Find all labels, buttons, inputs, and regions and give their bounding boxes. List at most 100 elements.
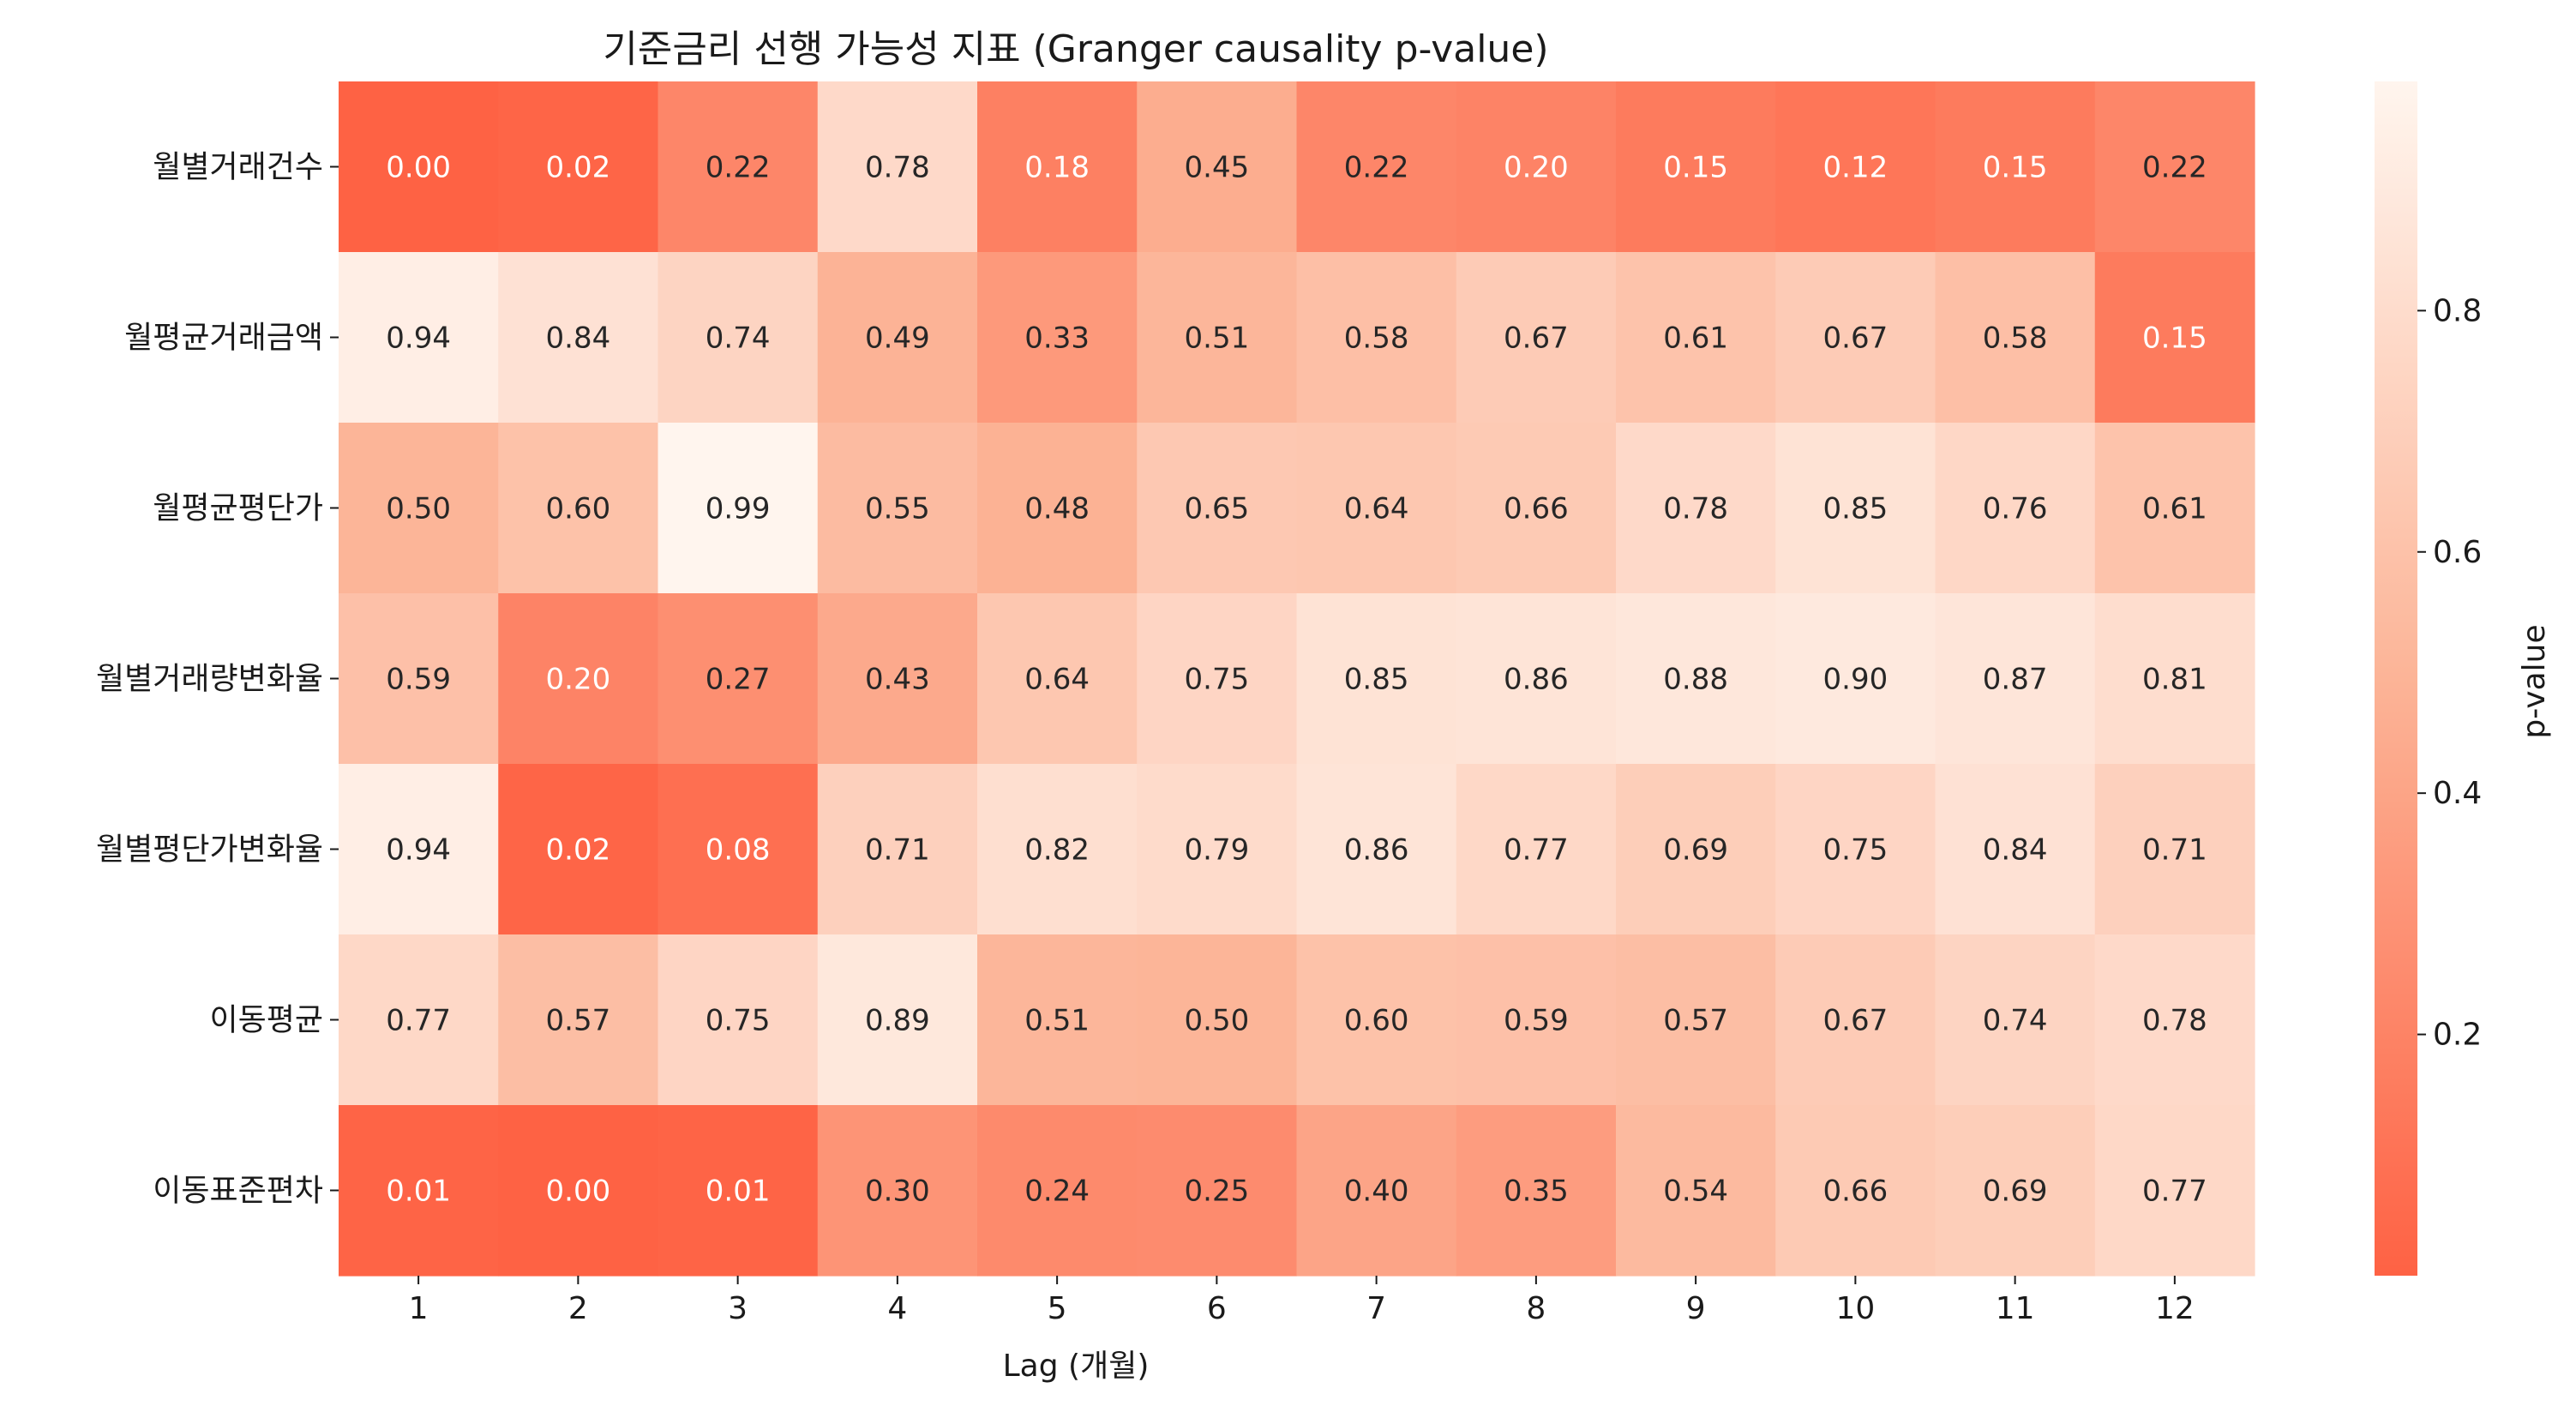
heatmap-cell-label-r4-c2: 0.08 — [706, 833, 771, 868]
heatmap-cell-r5-c10 — [1935, 934, 2096, 1106]
heatmap-cell-label-r3-c1: 0.20 — [546, 663, 611, 697]
heatmap-cell-label-r4-c3: 0.71 — [865, 833, 930, 868]
heatmap-cell-label-r5-c4: 0.51 — [1024, 1004, 1090, 1038]
heatmap-cell-label-r0-c2: 0.22 — [706, 151, 771, 185]
heatmap-cell-r6-c10 — [1935, 1105, 2096, 1277]
heatmap-cell-r3-c10 — [1935, 593, 2096, 765]
heatmap-cell-r3-c6 — [1296, 593, 1457, 765]
heatmap-cell-r5-c2 — [658, 934, 819, 1106]
heatmap-cell-label-r4-c6: 0.86 — [1344, 833, 1409, 868]
heatmap-cell-label-r1-c4: 0.33 — [1024, 321, 1090, 356]
heatmap-cell-r2-c8 — [1616, 423, 1776, 594]
x-tick-label-5: 5 — [1048, 1291, 1067, 1326]
heatmap-cell-label-r0-c3: 0.78 — [865, 151, 930, 185]
x-axis-ticks: 1 2 3 4 5 6 7 8 9 10 11 12 — [409, 1276, 2195, 1326]
heatmap-cell-label-r2-c7: 0.66 — [1504, 492, 1569, 526]
heatmap-cell-r5-c7 — [1456, 934, 1617, 1106]
heatmap-cell-label-r5-c3: 0.89 — [865, 1004, 930, 1038]
x-tick-label-8: 8 — [1526, 1291, 1546, 1326]
heatmap-cell-r2-c11 — [2094, 423, 2255, 594]
colorbar-gradient — [2375, 81, 2417, 1276]
heatmap-cell-r0-c1 — [498, 81, 659, 253]
chart-title: 기준금리 선행 가능성 지표 (Granger causality p-valu… — [603, 27, 1548, 71]
heatmap-cell-r5-c6 — [1296, 934, 1457, 1106]
heatmap-cell-r2-c9 — [1775, 423, 1937, 594]
heatmap-cell-r0-c9 — [1775, 81, 1937, 253]
y-tick-label-3: 월별거래량변화율 — [96, 662, 323, 697]
heatmap-cell-r4-c8 — [1616, 764, 1776, 935]
heatmap-cell-r1-c11 — [2094, 252, 2255, 424]
heatmap-cell-label-r4-c0: 0.94 — [386, 833, 451, 868]
heatmap-cell-label-r4-c8: 0.69 — [1663, 833, 1728, 868]
heatmap-cell-r6-c8 — [1616, 1105, 1776, 1277]
heatmap-cell-r1-c8 — [1616, 252, 1776, 424]
heatmap-cell-r3-c7 — [1456, 593, 1617, 765]
heatmap-cell-r4-c0 — [339, 764, 499, 935]
heatmap-cell-label-r2-c10: 0.76 — [1983, 492, 2048, 526]
heatmap-cell-label-r1-c10: 0.58 — [1983, 321, 2048, 356]
heatmap-cell-r1-c9 — [1775, 252, 1937, 424]
heatmap-cell-r4-c1 — [498, 764, 659, 935]
heatmap-cell-r1-c5 — [1137, 252, 1298, 424]
heatmap-cell-label-r4-c5: 0.79 — [1185, 833, 1250, 868]
heatmap-cell-label-r2-c4: 0.48 — [1024, 492, 1090, 526]
heatmap-cell-label-r6-c10: 0.69 — [1983, 1175, 2048, 1209]
colorbar-tick-label-0.8: 0.8 — [2433, 293, 2482, 328]
heatmap-cell-r4-c6 — [1296, 764, 1457, 935]
heatmap-cell-label-r0-c11: 0.22 — [2142, 151, 2207, 185]
heatmap-cell-label-r3-c4: 0.64 — [1024, 663, 1090, 697]
x-tick-label-12: 12 — [2155, 1291, 2195, 1326]
heatmap-cell-label-r1-c5: 0.51 — [1185, 321, 1250, 356]
heatmap-cell-r0-c11 — [2094, 81, 2255, 253]
heatmap-cell-label-r1-c3: 0.49 — [865, 321, 930, 356]
heatmap-cell-r4-c11 — [2094, 764, 2255, 935]
heatmap-cell-r2-c5 — [1137, 423, 1298, 594]
heatmap-cell-label-r3-c2: 0.27 — [706, 663, 771, 697]
y-tick-label-5: 이동평균 — [210, 1003, 323, 1038]
heatmap-cell-label-r4-c1: 0.02 — [546, 833, 611, 868]
heatmap-cell-label-r4-c10: 0.84 — [1983, 833, 2048, 868]
heatmap-cell-label-r1-c0: 0.94 — [386, 321, 451, 356]
heatmap-cell-label-r4-c9: 0.75 — [1823, 833, 1888, 868]
heatmap-cell-r2-c6 — [1296, 423, 1457, 594]
heatmap-cell-r0-c4 — [977, 81, 1138, 253]
heatmap-cell-label-r0-c0: 0.00 — [386, 151, 451, 185]
heatmap-cell-label-r6-c11: 0.77 — [2142, 1175, 2207, 1209]
heatmap-cell-label-r5-c0: 0.77 — [386, 1004, 451, 1038]
heatmap-cell-r0-c0 — [339, 81, 499, 253]
heatmap-cell-label-r3-c10: 0.87 — [1983, 663, 2048, 697]
colorbar-label: p-value — [2517, 624, 2552, 738]
heatmap-cell-label-r3-c11: 0.81 — [2142, 663, 2207, 697]
heatmap-cell-r4-c4 — [977, 764, 1138, 935]
heatmap-cell-label-r2-c1: 0.60 — [546, 492, 611, 526]
colorbar-tick-label-0.4: 0.4 — [2433, 776, 2482, 811]
heatmap-cell-r4-c2 — [658, 764, 819, 935]
heatmap-cell-r6-c0 — [339, 1105, 499, 1277]
heatmap-cell-label-r6-c4: 0.24 — [1024, 1175, 1090, 1209]
heatmap-cell-r5-c9 — [1775, 934, 1937, 1106]
heatmap-cell-r3-c1 — [498, 593, 659, 765]
heatmap-cell-r6-c6 — [1296, 1105, 1457, 1277]
heatmap-cell-r6-c1 — [498, 1105, 659, 1277]
heatmap-cell-r1-c4 — [977, 252, 1138, 424]
heatmap-cell-label-r3-c0: 0.59 — [386, 663, 451, 697]
heatmap-cell-label-r2-c6: 0.64 — [1344, 492, 1409, 526]
x-tick-label-6: 6 — [1207, 1291, 1227, 1326]
heatmap-cell-r6-c11 — [2094, 1105, 2255, 1277]
heatmap-cell-r6-c3 — [817, 1105, 978, 1277]
heatmap-cell-r6-c7 — [1456, 1105, 1617, 1277]
heatmap-cell-r6-c5 — [1137, 1105, 1298, 1277]
x-tick-label-10: 10 — [1835, 1291, 1875, 1326]
heatmap-cell-label-r5-c11: 0.78 — [2142, 1004, 2207, 1038]
heatmap-cell-label-r4-c4: 0.82 — [1024, 833, 1090, 868]
y-tick-label-6: 이동표준편차 — [153, 1174, 323, 1209]
heatmap-cell-r5-c5 — [1137, 934, 1298, 1106]
heatmap-cell-r3-c3 — [817, 593, 978, 765]
x-tick-label-2: 2 — [568, 1291, 588, 1326]
heatmap-cell-r5-c4 — [977, 934, 1138, 1106]
heatmap-cell-labels: 0.00 0.02 0.22 0.78 0.18 0.45 0.22 0.20 0.15 0.12… — [386, 151, 2207, 1209]
heatmap-cell-r3-c8 — [1616, 593, 1776, 765]
heatmap-cell-label-r6-c5: 0.25 — [1185, 1175, 1250, 1209]
heatmap-cell-label-r6-c0: 0.01 — [386, 1175, 451, 1209]
